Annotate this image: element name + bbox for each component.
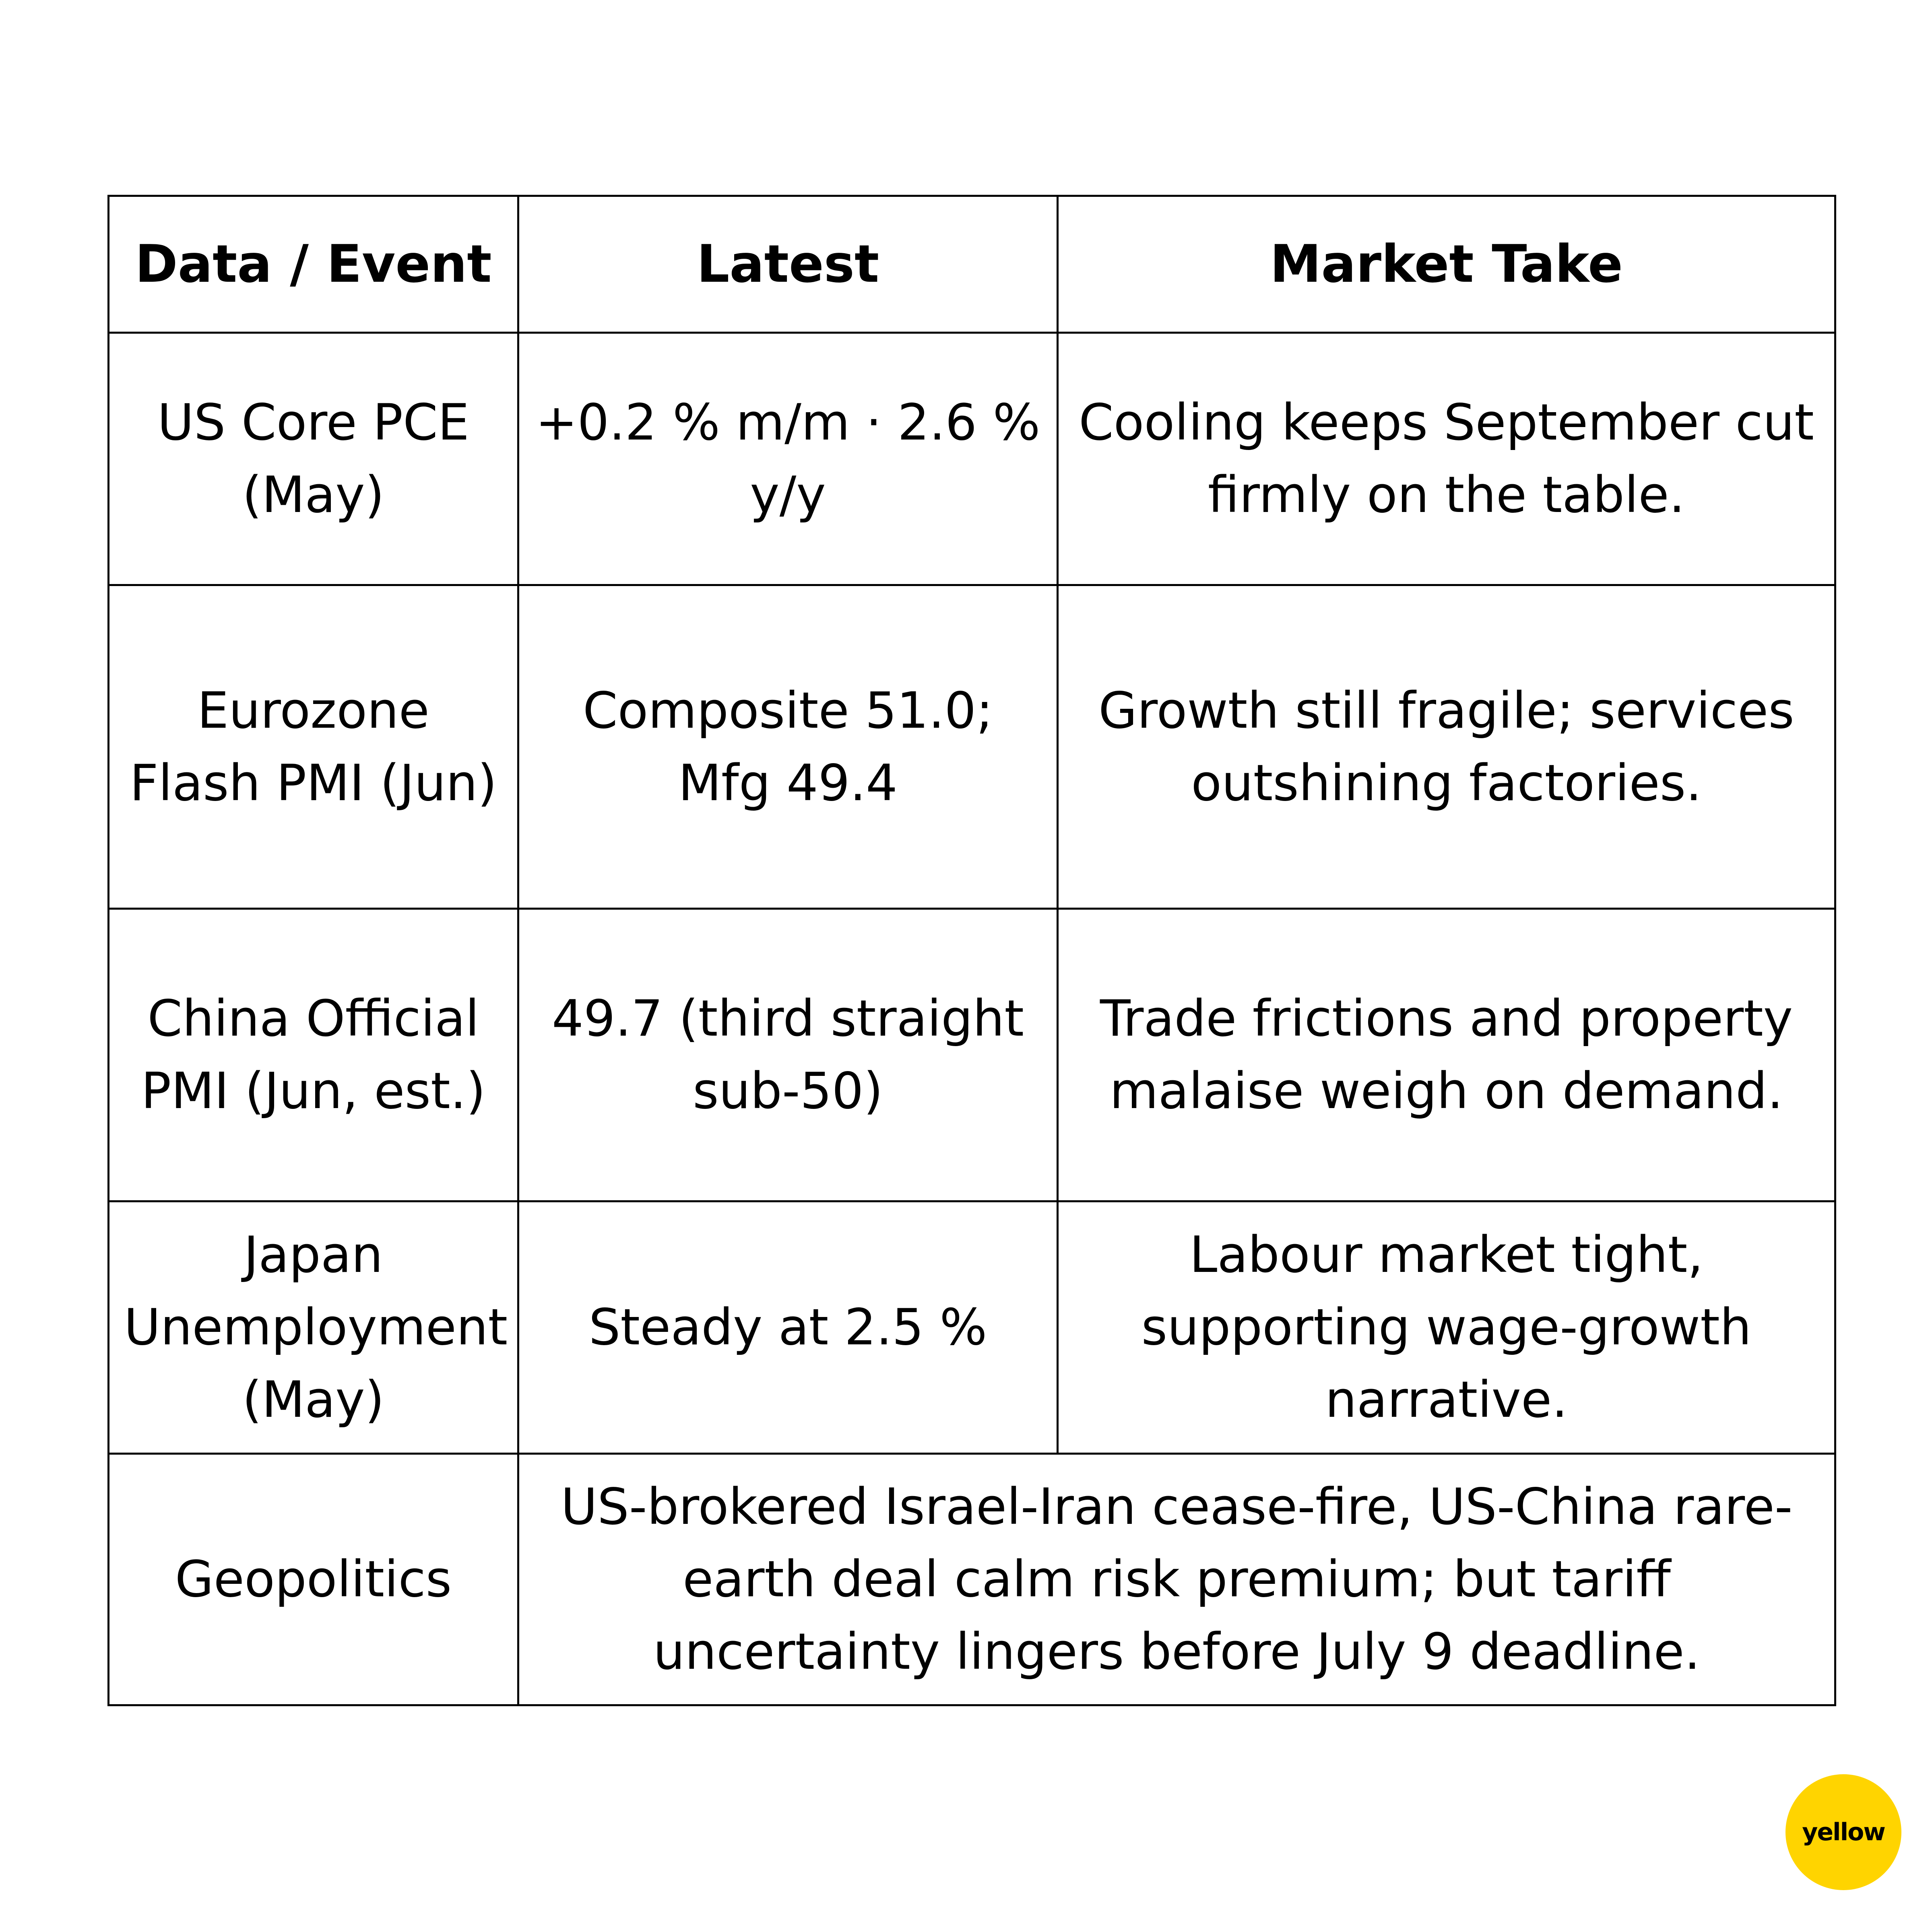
latest-cell: Composite 51.0; Mfg 49.4 <box>517 584 1059 910</box>
event-cell: US Core PCE (May) <box>107 332 519 586</box>
table-row-geopolitics: Geopolitics US-brokered Israel-Iran ceas… <box>107 1453 1836 1706</box>
yellow-logo: yellow <box>1785 1774 1901 1890</box>
market-data-table: Data / Event Latest Market Take US Core … <box>107 195 1836 1706</box>
table-row: Japan Unemployment (May) Steady at 2.5 %… <box>107 1200 1836 1455</box>
table-row: Eurozone Flash PMI (Jun) Composite 51.0;… <box>107 584 1836 910</box>
header-latest: Latest <box>517 195 1059 334</box>
latest-cell: Steady at 2.5 % <box>517 1200 1059 1455</box>
latest-cell: 49.7 (third straight sub-50) <box>517 908 1059 1202</box>
logo-wordmark: yellow <box>1802 1818 1886 1846</box>
event-cell: Eurozone Flash PMI (Jun) <box>107 584 519 910</box>
latest-cell: +0.2 % m/m · 2.6 % y/y <box>517 332 1059 586</box>
market-take-cell: Growth still fragile; services outshinin… <box>1057 584 1836 910</box>
market-take-cell: Trade frictions and property malaise wei… <box>1057 908 1836 1202</box>
geopolitics-summary-cell: US-brokered Israel-Iran cease-fire, US-C… <box>517 1453 1836 1706</box>
header-data-event: Data / Event <box>107 195 519 334</box>
table-row: China Official PMI (Jun, est.) 49.7 (thi… <box>107 908 1836 1202</box>
event-cell: Japan Unemployment (May) <box>107 1200 519 1455</box>
market-take-cell: Cooling keeps September cut firmly on th… <box>1057 332 1836 586</box>
table-row: US Core PCE (May) +0.2 % m/m · 2.6 % y/y… <box>107 332 1836 586</box>
event-cell: China Official PMI (Jun, est.) <box>107 908 519 1202</box>
event-cell: Geopolitics <box>107 1453 519 1706</box>
header-market-take: Market Take <box>1057 195 1836 334</box>
table-header-row: Data / Event Latest Market Take <box>107 195 1836 334</box>
market-take-cell: Labour market tight, supporting wage-gro… <box>1057 1200 1836 1455</box>
